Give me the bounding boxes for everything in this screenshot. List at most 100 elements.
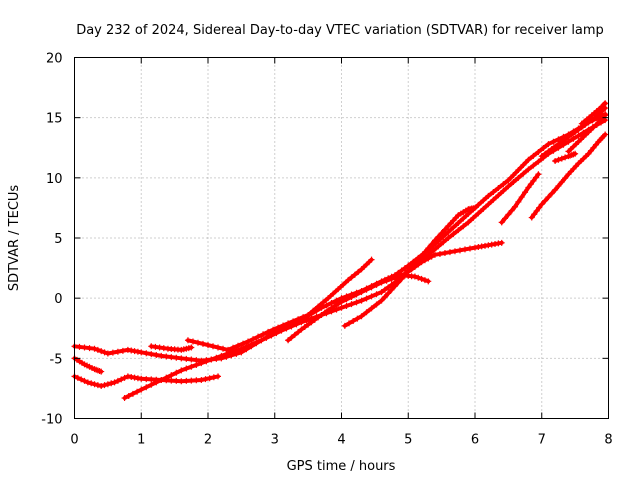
- data-point: [401, 272, 408, 279]
- data-point: [435, 233, 442, 240]
- data-point: [510, 179, 517, 186]
- x-axis-label: GPS time / hours: [287, 459, 396, 474]
- series-track: [565, 112, 609, 155]
- data-point: [451, 248, 458, 255]
- data-point: [213, 354, 220, 361]
- x-tick-label: 3: [271, 433, 279, 448]
- data-point: [353, 299, 360, 306]
- data-point: [94, 346, 101, 353]
- data-point: [84, 379, 91, 386]
- data-point: [592, 141, 599, 148]
- data-point: [381, 293, 388, 300]
- data-point: [562, 136, 569, 143]
- data-point: [548, 145, 555, 152]
- data-point: [385, 290, 392, 297]
- data-point: [94, 382, 101, 389]
- data-point: [515, 167, 522, 174]
- data-point: [558, 155, 565, 162]
- data-point: [460, 223, 467, 230]
- data-point: [280, 322, 287, 329]
- data-point: [466, 245, 473, 252]
- data-point: [552, 143, 559, 150]
- data-point: [148, 376, 155, 383]
- data-point: [168, 354, 175, 361]
- data-point: [535, 171, 542, 178]
- data-point: [515, 174, 522, 181]
- data-point: [78, 376, 85, 383]
- data-point: [156, 344, 163, 351]
- y-tick-label: 10: [46, 172, 63, 187]
- data-point: [275, 324, 282, 331]
- data-point: [129, 390, 136, 397]
- data-point: [311, 316, 318, 323]
- data-point: [225, 346, 232, 353]
- data-point: [208, 356, 215, 363]
- data-point: [173, 377, 180, 384]
- data-point: [378, 297, 385, 304]
- data-point: [495, 185, 502, 192]
- data-point: [552, 186, 559, 193]
- data-point: [415, 274, 422, 281]
- data-point: [114, 377, 121, 384]
- x-tick-label: 5: [404, 433, 412, 448]
- data-point: [512, 203, 519, 210]
- data-point: [478, 243, 485, 250]
- data-point: [525, 156, 532, 163]
- data-point: [300, 314, 307, 321]
- data-point: [346, 320, 353, 327]
- data-point: [148, 343, 155, 350]
- data-point: [431, 251, 438, 258]
- data-point: [153, 379, 160, 386]
- data-point: [138, 375, 145, 382]
- data-point: [143, 350, 150, 357]
- series-track: [184, 256, 375, 353]
- data-point: [455, 227, 462, 234]
- data-point: [415, 256, 422, 263]
- data-point: [498, 219, 505, 226]
- data-point: [335, 300, 342, 307]
- data-point: [240, 340, 247, 347]
- data-point: [104, 381, 111, 388]
- data-point: [178, 367, 185, 374]
- data-point: [193, 377, 200, 384]
- data-point: [295, 316, 302, 323]
- data-point: [435, 243, 442, 250]
- data-point: [263, 334, 270, 341]
- data-point: [445, 235, 452, 241]
- data-point: [531, 211, 538, 218]
- data-point: [189, 338, 196, 345]
- data-point: [91, 345, 98, 352]
- data-point: [124, 346, 131, 353]
- data-point: [525, 166, 532, 173]
- data-point: [308, 319, 315, 326]
- data-point: [572, 150, 579, 157]
- data-point: [495, 192, 502, 199]
- data-point: [545, 141, 552, 148]
- x-tick-label: 1: [137, 433, 145, 448]
- data-point: [411, 259, 418, 266]
- data-point: [202, 376, 209, 383]
- data-point: [545, 148, 552, 155]
- data-point: [587, 147, 594, 154]
- data-point: [210, 343, 217, 350]
- data-point: [475, 244, 482, 251]
- data-point: [472, 204, 478, 211]
- data-point: [268, 332, 275, 339]
- data-point: [431, 237, 438, 244]
- data-point: [323, 302, 330, 309]
- data-point: [518, 194, 525, 201]
- series-track: [341, 239, 505, 329]
- data-point: [572, 129, 579, 136]
- data-point: [258, 337, 265, 344]
- data-point: [373, 291, 380, 298]
- data-point: [421, 257, 428, 264]
- data-point: [353, 291, 360, 298]
- data-point: [173, 369, 180, 376]
- data-point: [421, 249, 428, 256]
- data-point: [378, 289, 385, 296]
- series-track: [285, 272, 432, 344]
- data-point: [183, 377, 190, 384]
- data-point: [510, 172, 517, 179]
- data-point: [520, 161, 527, 168]
